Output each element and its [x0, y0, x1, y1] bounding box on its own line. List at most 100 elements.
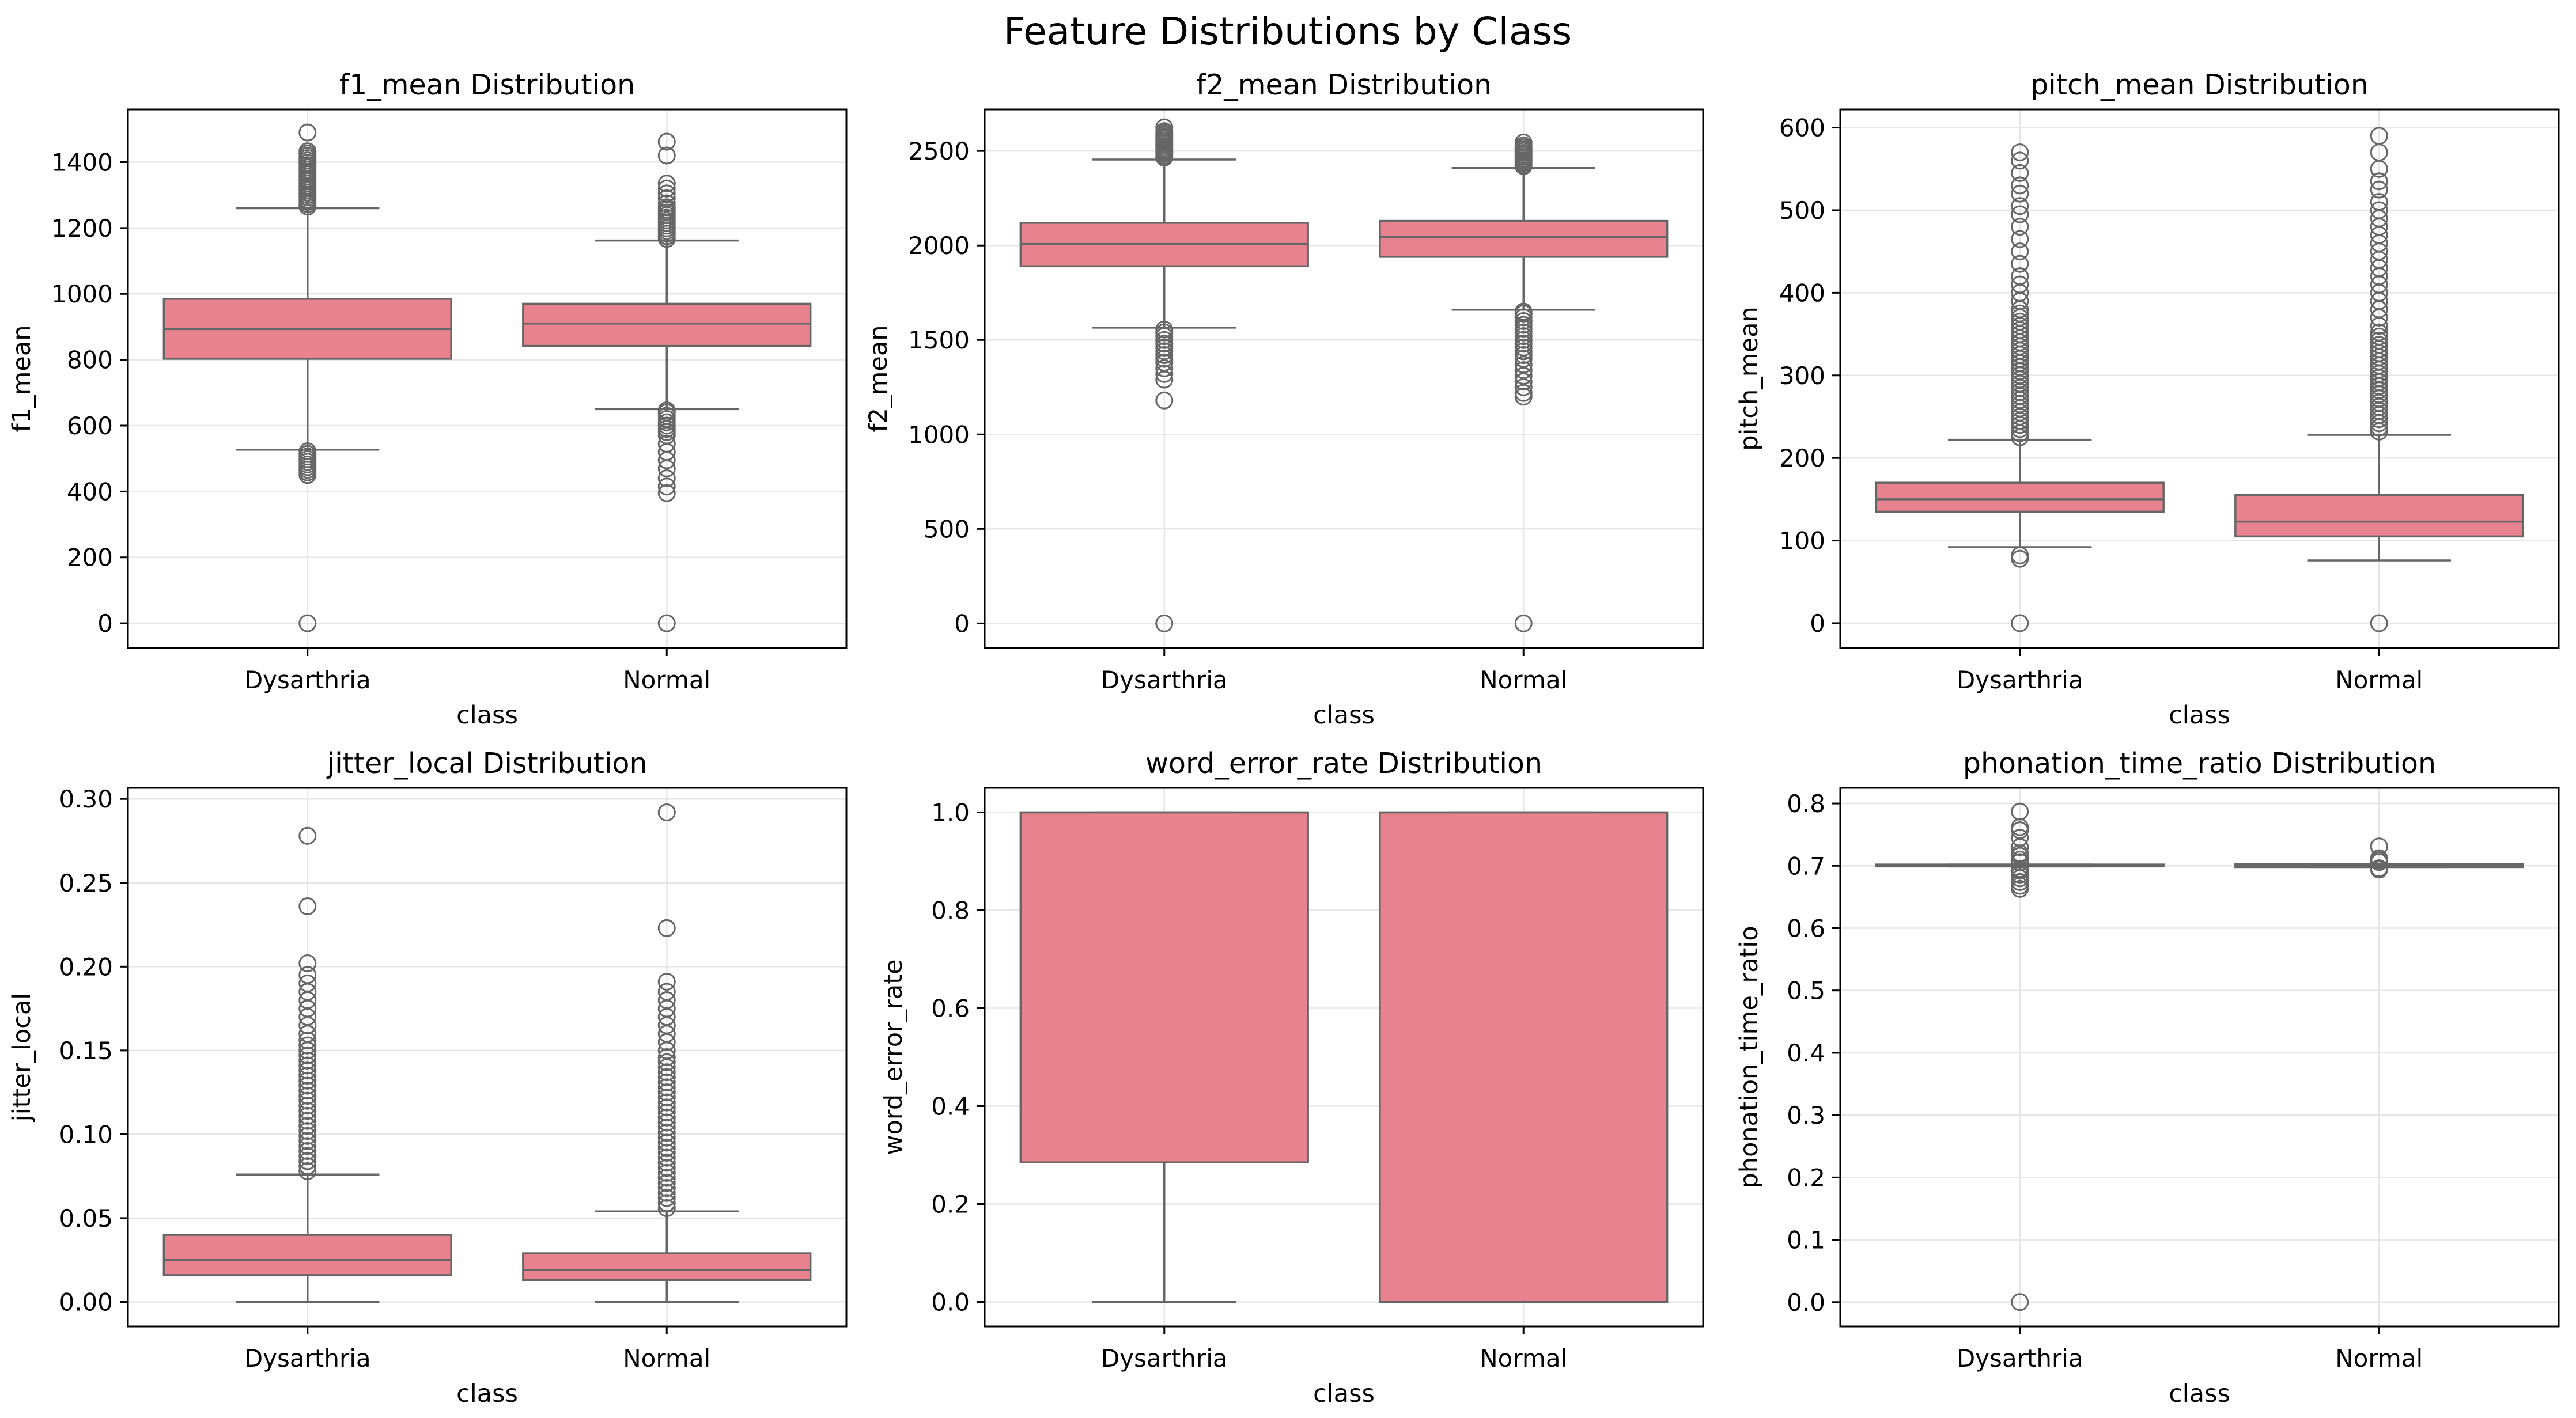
outlier-point: [298, 1142, 317, 1161]
chart-panel: 0.0 0.2 0.4 0.6 0.8 1.0 Dysarthria Normal word_e…: [879, 747, 1704, 1408]
outlier-point: [657, 1189, 676, 1207]
x-axis-label: class: [456, 1379, 518, 1408]
outlier-point: [657, 146, 676, 165]
outlier-point: [298, 1106, 317, 1125]
y-tick-label: 0.10: [59, 1120, 113, 1148]
y-axis-label: f2_mean: [864, 325, 893, 433]
y-tick-label: 0.20: [59, 953, 113, 981]
outlier-point: [1155, 365, 1174, 383]
y-tick-label: 400: [67, 477, 113, 506]
outlier-point: [657, 1143, 676, 1162]
x-tick-label: Dysarthria: [244, 1344, 371, 1372]
outlier-point: [2370, 327, 2388, 346]
outlier-point: [2370, 614, 2388, 632]
y-axis-label: word_error_rate: [879, 959, 908, 1155]
outlier-point: [657, 198, 676, 217]
outlier-point: [657, 434, 676, 453]
outlier-point: [298, 1067, 317, 1085]
y-tick-label: 0: [1810, 609, 1825, 638]
axes-frame: [127, 108, 848, 649]
y-tick-label: 0.30: [59, 785, 113, 813]
y-tick-label: 0.8: [931, 897, 970, 925]
outlier-point: [1514, 133, 1533, 151]
box-dysarthria: [1019, 811, 1309, 1303]
y-tick-label: 0.8: [1787, 790, 1825, 818]
panel-title: pitch_mean Distribution: [2030, 69, 2369, 101]
outlier-point: [657, 1068, 676, 1086]
y-tick-label: 0.1: [1787, 1226, 1825, 1254]
outlier-point: [298, 1162, 317, 1180]
outlier-point: [2370, 193, 2388, 211]
y-tick-label: 0.15: [59, 1037, 113, 1065]
outlier-point: [657, 1154, 676, 1172]
y-tick-label: 0.2: [931, 1190, 970, 1219]
outlier-point: [1155, 370, 1174, 389]
outlier-point: [657, 1078, 676, 1097]
outlier-point: [298, 614, 317, 632]
outlier-point: [2011, 151, 2029, 170]
outlier-point: [2011, 304, 2029, 323]
x-tick-label: Dysarthria: [1101, 666, 1228, 694]
outlier-point: [298, 1047, 317, 1065]
chart-panel: 0 100 200 300 400 500 600 Dysarthria Normal pitch…: [1735, 69, 2560, 730]
outlier-point: [657, 983, 676, 1001]
outlier-point: [298, 1132, 317, 1150]
outlier-point: [2011, 267, 2029, 286]
outlier-point: [657, 1098, 676, 1117]
outlier-point: [2011, 802, 2029, 821]
box-normal: [1379, 811, 1669, 1303]
outlier-point: [298, 1051, 317, 1070]
panel-title: phonation_time_ratio Distribution: [1963, 747, 2436, 780]
outlier-point: [2011, 164, 2029, 182]
outlier-point: [298, 974, 317, 992]
outlier-point: [657, 1113, 676, 1132]
outlier-point: [2011, 275, 2029, 294]
outlier-point: [657, 614, 676, 632]
iqr-box: [1875, 481, 2165, 513]
outlier-point: [657, 477, 676, 496]
outlier-point: [298, 1086, 317, 1105]
outlier-point: [657, 1093, 676, 1112]
outlier-point: [657, 1128, 676, 1147]
outlier-point: [2011, 255, 2029, 273]
y-tick-label: 1000: [51, 280, 113, 308]
y-axis-label: pitch_mean: [1735, 306, 1764, 450]
y-tick-label: 0.4: [931, 1093, 970, 1121]
outlier-point: [657, 1108, 676, 1127]
box-dysarthria: [162, 826, 452, 1303]
outlier-point: [1514, 372, 1533, 390]
x-axis-label: class: [2169, 701, 2230, 730]
outlier-point: [1514, 302, 1533, 321]
outlier-point: [2011, 829, 2029, 847]
y-axis-label: f1_mean: [7, 325, 36, 433]
x-tick-label: Dysarthria: [1957, 666, 2083, 694]
chart-panel: 0.00 0.05 0.10 0.15 0.20 0.25 0.30 Dysarthria No…: [7, 747, 848, 1408]
y-tick-label: 200: [1779, 444, 1825, 472]
y-tick-label: 600: [1779, 114, 1825, 142]
chart-panel: 0 200 400 600 800 1000 1200 1400 Dysarthria Norma…: [7, 69, 848, 730]
x-axis-label: class: [2169, 1379, 2230, 1408]
outlier-point: [1514, 384, 1533, 402]
outlier-point: [657, 1148, 676, 1167]
outlier-point: [2011, 614, 2029, 632]
y-tick-label: 0: [97, 609, 113, 638]
chart-panel: 0 500 1000 1500 2000 2500 Dysarthria Normal f2_m…: [864, 69, 1704, 730]
plot-area: [985, 109, 1703, 648]
outlier-point: [298, 1117, 317, 1135]
outlier-point: [2370, 849, 2388, 867]
y-tick-label: 0.0: [931, 1288, 970, 1317]
outlier-point: [2011, 143, 2029, 162]
x-tick-label: Dysarthria: [1957, 1344, 2083, 1372]
outlier-point: [2011, 176, 2029, 195]
outlier-point: [657, 1083, 676, 1102]
plot-area: [1840, 109, 2559, 648]
outlier-point: [2011, 546, 2029, 564]
outlier-point: [298, 1061, 317, 1080]
outlier-point: [298, 1122, 317, 1140]
panel-title: f1_mean Distribution: [339, 69, 635, 101]
outlier-point: [2011, 218, 2029, 236]
outlier-point: [657, 175, 676, 193]
y-tick-label: 0.05: [59, 1204, 113, 1233]
outlier-point: [2370, 180, 2388, 199]
x-tick-label: Dysarthria: [244, 666, 371, 694]
